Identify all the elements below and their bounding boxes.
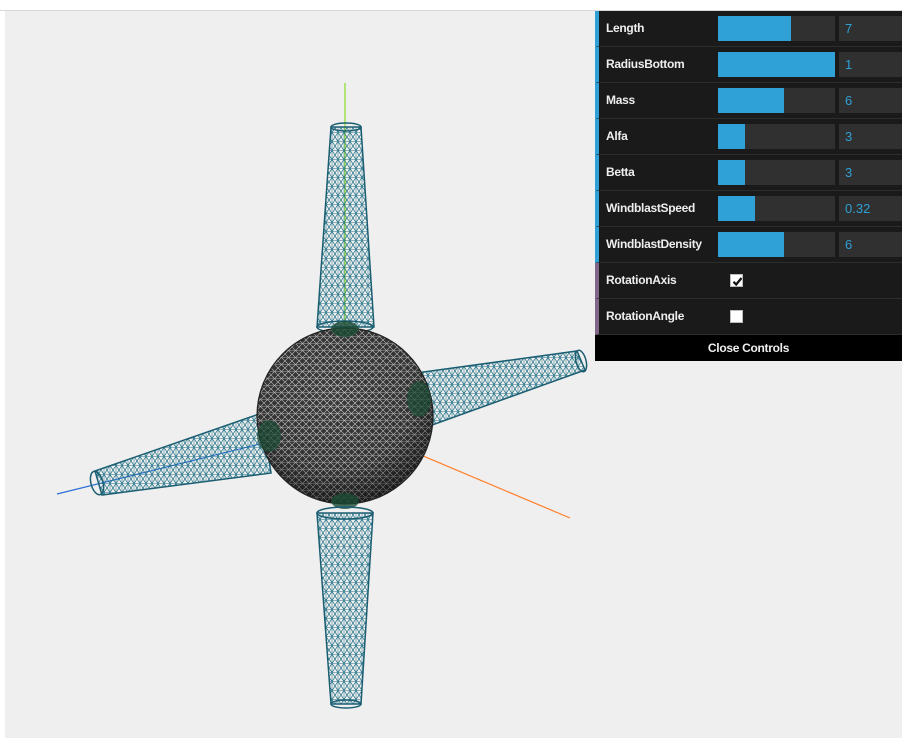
slider-fill xyxy=(718,88,784,113)
rotation-angle-checkbox[interactable] xyxy=(730,310,743,323)
control-rotation-axis: RotationAxis xyxy=(595,263,902,299)
control-label: WindblastSpeed xyxy=(606,201,696,215)
control-label: RotationAxis xyxy=(606,273,677,287)
control-mass: Mass 6 xyxy=(595,83,902,119)
control-label: Betta xyxy=(606,165,635,179)
slider-fill xyxy=(718,52,835,77)
control-label: Length xyxy=(606,21,645,35)
checkmark-icon xyxy=(732,277,743,287)
control-length: Length 7 xyxy=(595,11,902,47)
windblast-density-slider[interactable] xyxy=(718,232,835,257)
bottom-cone-wireframe xyxy=(316,506,374,709)
scene-render xyxy=(56,83,588,709)
windblast-speed-input[interactable]: 0.32 xyxy=(839,196,902,221)
control-label: Alfa xyxy=(606,129,628,143)
control-label: RadiusBottom xyxy=(606,57,685,71)
rotation-axis-checkbox[interactable] xyxy=(730,274,743,287)
top-cone-wireframe xyxy=(316,122,375,334)
length-input[interactable]: 7 xyxy=(839,16,902,41)
control-radius-bottom: RadiusBottom 1 xyxy=(595,47,902,83)
top-border xyxy=(0,10,902,11)
mass-input[interactable]: 6 xyxy=(839,88,902,113)
control-betta: Betta 3 xyxy=(595,155,902,191)
windblast-density-input[interactable]: 6 xyxy=(839,232,902,257)
windblast-speed-slider[interactable] xyxy=(718,196,835,221)
left-cone-wireframe xyxy=(89,411,272,496)
mass-slider[interactable] xyxy=(718,88,835,113)
alfa-input[interactable]: 3 xyxy=(839,124,902,149)
controls-panel: Length 7 RadiusBottom 1 Mass 6 Alfa 3 Be… xyxy=(595,11,902,361)
slider-fill xyxy=(718,232,784,257)
control-alfa: Alfa 3 xyxy=(595,119,902,155)
control-rotation-angle: RotationAngle xyxy=(595,299,902,335)
control-label: Mass xyxy=(606,93,635,107)
slider-fill xyxy=(718,16,791,41)
slider-fill xyxy=(718,196,756,221)
control-windblast-density: WindblastDensity 6 xyxy=(595,227,902,263)
betta-slider[interactable] xyxy=(718,160,835,185)
radius-bottom-input[interactable]: 1 xyxy=(839,52,902,77)
length-slider[interactable] xyxy=(718,16,835,41)
alfa-slider[interactable] xyxy=(718,124,835,149)
sphere-wireframe xyxy=(256,321,434,509)
close-controls-button[interactable]: Close Controls xyxy=(595,335,902,361)
right-cone-wireframe xyxy=(408,349,588,430)
radius-bottom-slider[interactable] xyxy=(718,52,835,77)
control-label: RotationAngle xyxy=(606,309,685,323)
control-windblast-speed: WindblastSpeed 0.32 xyxy=(595,191,902,227)
control-label: WindblastDensity xyxy=(606,237,702,251)
betta-input[interactable]: 3 xyxy=(839,160,902,185)
slider-fill xyxy=(718,124,745,149)
slider-fill xyxy=(718,160,745,185)
